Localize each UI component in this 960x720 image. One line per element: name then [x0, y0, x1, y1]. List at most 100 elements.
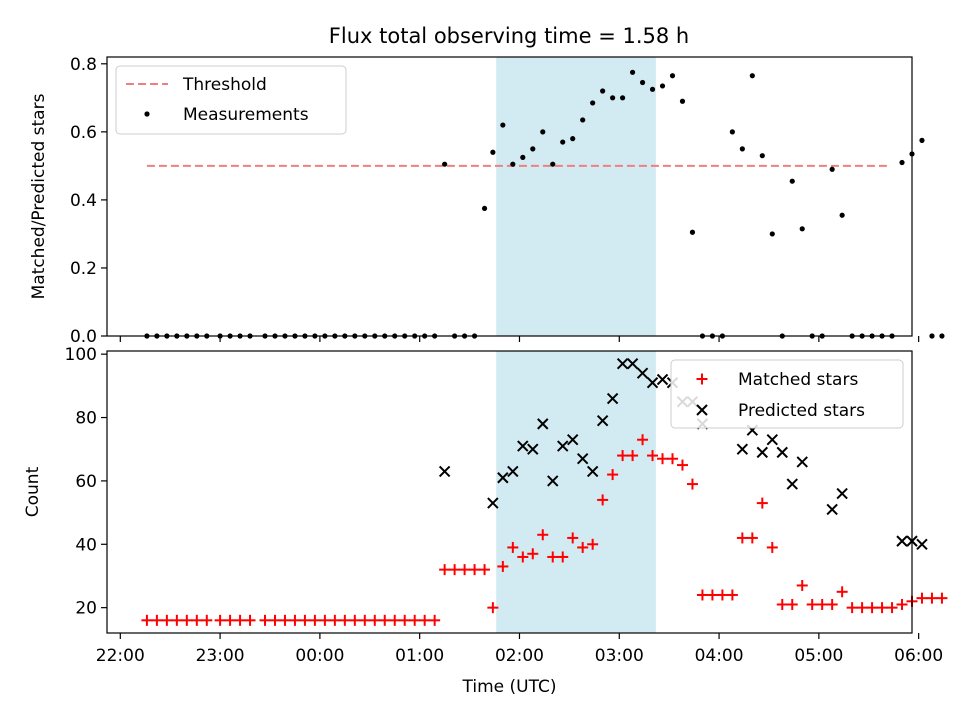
predicted-point [776, 446, 788, 459]
top-y-axis-label: Matched/Predicted stars [29, 93, 49, 299]
matched-point [567, 532, 579, 544]
bottom-y-tick-label: 100 [65, 345, 97, 365]
measurement-point [490, 149, 496, 155]
measurement-point [600, 88, 606, 94]
top-legend: Threshold Measurements [115, 65, 347, 135]
matched-point [459, 564, 471, 576]
measurement-point [749, 73, 755, 79]
matched-point [419, 614, 431, 626]
matched-point [716, 589, 728, 601]
bottom-panel: 20 40 60 80 100 22:00 23:00 00:00 01:00 02:00 03:… [23, 345, 948, 697]
bottom-y-axis-label: Count [23, 466, 43, 517]
measurement-point [619, 95, 626, 101]
measurement-point [799, 226, 805, 232]
matched-point [399, 614, 411, 626]
top-legend-box [115, 65, 347, 135]
matched-point [786, 598, 798, 610]
matched-point [637, 434, 649, 446]
predicted-point [517, 440, 529, 452]
predicted-point [507, 465, 519, 478]
matched-point [191, 614, 203, 626]
matched-point [389, 614, 401, 626]
matched-point [161, 614, 173, 626]
measurement-point [929, 333, 935, 339]
bottom-y-tick-label: 60 [75, 472, 97, 492]
x-tick-label: 02:00 [495, 646, 544, 666]
legend-measurements-swatch [144, 111, 150, 117]
measurement-point [540, 129, 546, 135]
matched-point [926, 592, 938, 604]
measurement-point [839, 212, 845, 218]
predicted-point [438, 465, 451, 478]
bottom-x-axis: 22:00 23:00 00:00 01:00 02:00 03:00 04:00 05:00… [96, 633, 943, 666]
matched-point [657, 453, 669, 465]
matched-point [746, 532, 758, 544]
top-y-tick-label: 0.6 [70, 123, 97, 143]
matched-point [269, 614, 281, 626]
matched-point [141, 614, 153, 626]
matched-point [796, 579, 808, 591]
measurement-point [442, 161, 448, 167]
measurements-series [144, 69, 945, 339]
legend-plus-marker [696, 373, 708, 385]
matched-point [627, 450, 639, 462]
matched-point [339, 614, 351, 626]
matched-point [309, 614, 321, 626]
measurement-point [481, 205, 488, 212]
bottom-highlight-span [496, 351, 656, 633]
predicted-point [736, 443, 749, 455]
matched-point [936, 592, 948, 604]
bottom-y-axis: 20 40 60 80 100 [65, 345, 107, 619]
matched-point [379, 614, 391, 626]
matched-point [409, 614, 421, 626]
measurement-point [689, 229, 696, 235]
measurement-point [530, 146, 536, 152]
matched-point [896, 598, 908, 610]
measurement-point [580, 117, 586, 123]
top-x-ticks [119, 336, 920, 342]
x-tick-label: 06:00 [894, 646, 943, 666]
matched-point [766, 541, 778, 553]
matched-point [776, 598, 788, 610]
x-tick-label: 05:00 [794, 646, 843, 666]
matched-point [617, 450, 629, 462]
matched-point [607, 469, 619, 481]
matched-point [676, 459, 688, 471]
matched-point [181, 614, 193, 626]
predicted-point [547, 475, 559, 487]
predicted-point [916, 538, 928, 550]
measurement-point [649, 86, 656, 92]
top-panel: 0.00.20.40.60.8 Matched/Predicted stars … [29, 55, 945, 347]
matched-stars-series [141, 434, 948, 626]
bottom-axes-frame [106, 350, 913, 634]
top-y-tick-label: 0.4 [70, 191, 97, 211]
matched-point [686, 478, 698, 490]
matched-point [497, 560, 509, 572]
bottom-y-tick-label: 80 [75, 409, 97, 429]
predicted-point [527, 443, 539, 455]
predicted-point [896, 535, 908, 547]
predicted-point [826, 503, 838, 516]
predicted-point [756, 446, 769, 459]
matched-point [319, 614, 331, 626]
measurement-point [629, 69, 636, 75]
predicted-point [586, 465, 599, 478]
predicted-point [576, 453, 589, 465]
predicted-point [766, 434, 778, 446]
x-tick-label: 04:00 [695, 646, 744, 666]
predicted-point [487, 497, 499, 509]
matched-point [201, 614, 213, 626]
bottom-y-tick-label: 40 [75, 535, 97, 555]
measurement-point [729, 129, 735, 135]
matched-point [886, 602, 898, 614]
predicted-point [537, 418, 549, 430]
matched-point [706, 589, 718, 601]
matched-point [577, 541, 589, 553]
measurement-point [659, 83, 666, 89]
matched-point [557, 551, 569, 563]
matched-point [469, 564, 481, 576]
measurement-point [550, 161, 556, 167]
top-y-tick-label: 0.8 [70, 55, 97, 75]
top-y-tick-label: 0.2 [70, 259, 97, 279]
